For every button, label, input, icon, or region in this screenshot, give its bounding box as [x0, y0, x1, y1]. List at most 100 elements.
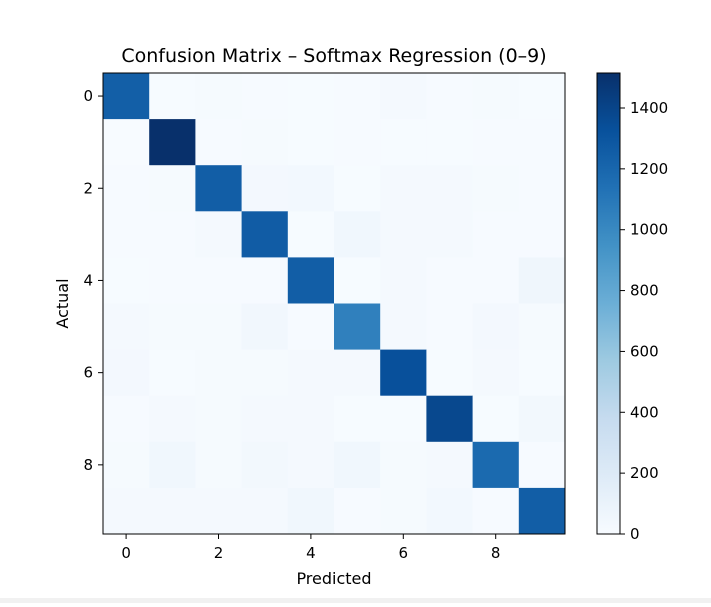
heatmap-cell-8-9 — [518, 441, 566, 489]
y-tick-label: 6 — [83, 364, 93, 382]
heatmap-cell-1-0 — [103, 119, 150, 166]
colorbar-tick-label: 400 — [630, 403, 659, 421]
x-tick-label: 0 — [121, 544, 131, 562]
heatmap-cell-7-7 — [426, 395, 473, 443]
heatmap-cell-3-2 — [195, 211, 242, 258]
x-axis-ticks: 0 2 4 6 8 — [121, 534, 500, 562]
heatmap-cell-3-4 — [287, 211, 335, 258]
heatmap-cell-3-3 — [241, 211, 289, 258]
heatmap-cell-4-6 — [380, 257, 427, 304]
heatmap-cell-1-5 — [334, 119, 381, 166]
heatmap-cell-9-5 — [334, 487, 381, 535]
heatmap-cell-9-4 — [287, 487, 335, 535]
heatmap-cell-5-5 — [334, 303, 381, 350]
y-tick-label: 8 — [83, 456, 93, 474]
heatmap-cell-1-8 — [472, 119, 520, 166]
heatmap-cell-2-6 — [380, 165, 427, 212]
heatmap-cell-6-5 — [334, 349, 381, 397]
heatmap-cell-2-4 — [287, 165, 335, 212]
heatmap-cell-1-9 — [518, 119, 566, 166]
heatmap-cell-1-6 — [380, 119, 427, 166]
heatmap-cell-1-4 — [287, 119, 335, 166]
x-tick-label: 2 — [214, 544, 224, 562]
y-tick-label: 0 — [83, 87, 93, 105]
heatmap-cell-5-2 — [195, 303, 242, 350]
heatmap-cell-4-7 — [426, 257, 473, 304]
y-axis-ticks: 0 2 4 6 8 — [83, 87, 103, 474]
colorbar-tick-label: 0 — [630, 525, 640, 543]
chart-title: Confusion Matrix – Softmax Regression (0… — [121, 45, 546, 67]
heatmap-cell-6-7 — [426, 349, 473, 397]
heatmap-cell-7-6 — [380, 395, 427, 443]
colorbar-tick-label: 1400 — [630, 99, 668, 117]
heatmap-cell-3-6 — [380, 211, 427, 258]
heatmap-cell-1-2 — [195, 119, 242, 166]
heatmap-cell-8-0 — [103, 441, 150, 489]
heatmap-cell-5-7 — [426, 303, 473, 350]
colorbar-ticks: 0 200 400 600 800 1000 1200 1400 — [620, 99, 668, 543]
heatmap-cell-8-6 — [380, 441, 427, 489]
heatmap-cell-5-4 — [287, 303, 335, 350]
heatmap-cell-4-3 — [241, 257, 289, 304]
colorbar-tick-label: 1200 — [630, 160, 668, 178]
heatmap-cell-7-1 — [149, 395, 196, 443]
heatmap-cell-6-9 — [518, 349, 566, 397]
heatmap-cell-9-6 — [380, 487, 427, 535]
heatmap-cell-9-1 — [149, 487, 196, 535]
heatmap-cell-0-7 — [426, 73, 473, 120]
heatmap-cell-4-4 — [287, 257, 335, 304]
heatmap-cell-2-7 — [426, 165, 473, 212]
heatmap-cell-6-6 — [380, 349, 427, 397]
heatmap-cell-1-1 — [149, 119, 196, 166]
heatmap-cell-9-7 — [426, 487, 473, 535]
heatmap-cell-7-0 — [103, 395, 150, 443]
colorbar-tick-label: 200 — [630, 464, 659, 482]
heatmap-cell-9-0 — [103, 487, 150, 535]
x-axis-label: Predicted — [296, 569, 371, 588]
heatmap-cell-3-5 — [334, 211, 381, 258]
heatmap-cell-5-6 — [380, 303, 427, 350]
heatmap-cell-2-2 — [195, 165, 242, 212]
heatmap-cell-8-7 — [426, 441, 473, 489]
heatmap-cell-2-9 — [518, 165, 566, 212]
heatmap-cell-9-3 — [241, 487, 289, 535]
heatmap-cell-7-4 — [287, 395, 335, 443]
heatmap-cell-9-2 — [195, 487, 242, 535]
heatmap-cell-4-8 — [472, 257, 520, 304]
heatmap-cell-7-8 — [472, 395, 520, 443]
heatmap-cell-5-8 — [472, 303, 520, 350]
heatmap-cell-2-1 — [149, 165, 196, 212]
y-tick-label: 2 — [83, 179, 93, 197]
heatmap-cell-2-5 — [334, 165, 381, 212]
heatmap-cell-7-9 — [518, 395, 566, 443]
heatmap-cell-0-3 — [241, 73, 289, 120]
heatmap-cell-0-0 — [103, 73, 150, 120]
colorbar — [596, 72, 621, 535]
heatmap-cell-0-9 — [518, 73, 566, 120]
heatmap-cell-1-3 — [241, 119, 289, 166]
y-tick-label: 4 — [83, 271, 93, 289]
heatmap-cell-8-3 — [241, 441, 289, 489]
heatmap-cell-1-7 — [426, 119, 473, 166]
heatmap-cell-6-3 — [241, 349, 289, 397]
heatmap-cell-9-9 — [518, 487, 566, 535]
heatmap-cell-5-3 — [241, 303, 289, 350]
heatmap-cell-0-2 — [195, 73, 242, 120]
heatmap-cell-8-8 — [472, 441, 520, 489]
heatmap-cell-8-2 — [195, 441, 242, 489]
heatmap-cell-4-9 — [518, 257, 566, 304]
bottom-strip — [0, 598, 711, 603]
heatmap-cell-7-3 — [241, 395, 289, 443]
heatmap-cell-4-5 — [334, 257, 381, 304]
heatmap-frame — [102, 72, 566, 535]
heatmap-cell-2-8 — [472, 165, 520, 212]
heatmap-cell-8-4 — [287, 441, 335, 489]
heatmap-cell-3-7 — [426, 211, 473, 258]
heatmap-cell-0-1 — [149, 73, 196, 120]
heatmap-cell-9-8 — [472, 487, 520, 535]
heatmap-cell-3-1 — [149, 211, 196, 258]
y-axis-label: Actual — [53, 278, 72, 328]
heatmap-cell-6-8 — [472, 349, 520, 397]
heatmap-cell-3-8 — [472, 211, 520, 258]
